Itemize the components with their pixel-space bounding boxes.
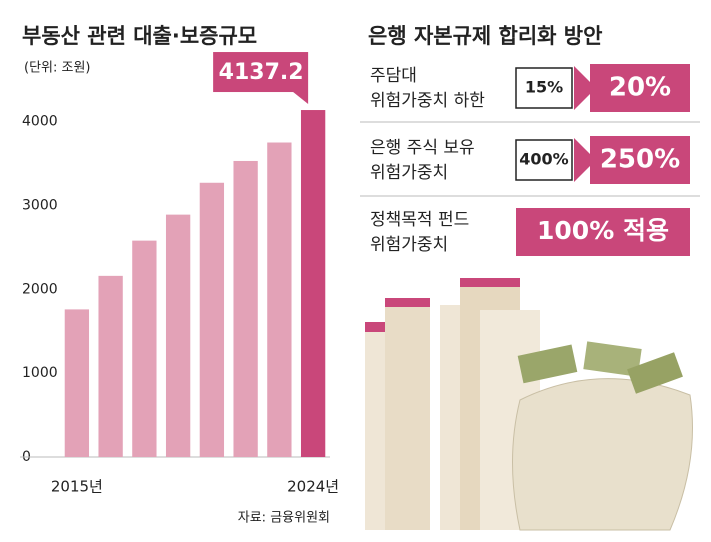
from-value: 15% — [525, 78, 563, 97]
chart-title: 부동산 관련 대출·보증규모 — [22, 24, 257, 48]
bar — [267, 142, 292, 458]
x-tick-label: 2024년 — [287, 478, 339, 496]
row-label: 위험가중치 하한 — [370, 91, 485, 111]
callout-pointer — [293, 92, 309, 105]
value-callout — [213, 52, 309, 93]
arrow — [574, 66, 596, 110]
bar — [98, 275, 123, 457]
from-value: 400% — [519, 150, 568, 169]
to-value: 20% — [609, 73, 671, 103]
y-tick-label: 1000 — [22, 365, 58, 381]
bar — [199, 182, 225, 457]
from-box — [515, 139, 573, 181]
y-tick-label: 4000 — [22, 114, 58, 130]
bar — [64, 309, 90, 457]
bar — [300, 110, 326, 457]
from-box — [515, 67, 573, 109]
y-tick-label: 2000 — [22, 281, 58, 297]
source: 자료: 금융위원회 — [238, 511, 330, 526]
row-label: 위험가중치 — [370, 163, 448, 183]
to-box — [516, 208, 690, 256]
chart-subtitle: (단위: 조원) — [24, 61, 91, 76]
to-box — [590, 64, 690, 112]
row-label: 정책목적 펀드 — [370, 210, 469, 230]
panel-title: 은행 자본규제 합리화 방안 — [368, 24, 602, 48]
y-tick-label: 3000 — [22, 197, 58, 213]
value-label: 4137.2 — [219, 60, 304, 85]
x-tick-label: 2015년 — [51, 478, 103, 496]
to-value: 250% — [600, 145, 680, 175]
row-label: 은행 주식 보유 — [370, 138, 475, 158]
bar — [165, 214, 191, 457]
row-label: 위험가중치 — [370, 235, 448, 255]
to-box — [590, 136, 690, 184]
bar — [233, 160, 258, 457]
bar — [132, 240, 157, 457]
illustration — [365, 278, 693, 531]
arrow — [574, 138, 596, 182]
row-label: 주담대 — [370, 66, 417, 86]
to-value: 100% 적용 — [537, 216, 669, 245]
